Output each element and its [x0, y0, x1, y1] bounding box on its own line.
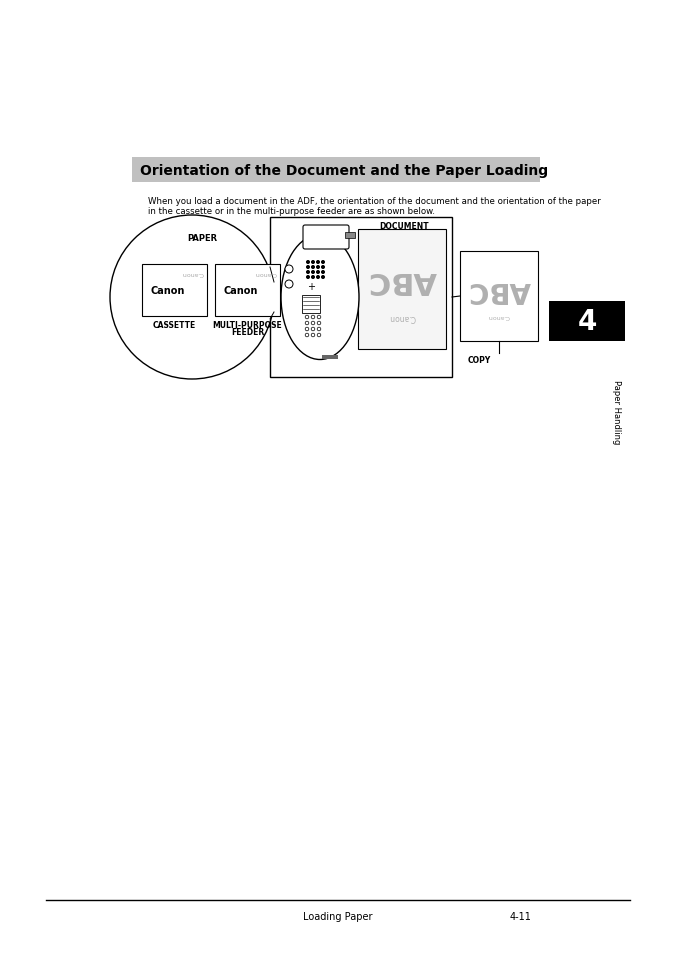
Text: 4-11: 4-11 [510, 911, 532, 921]
Text: 4: 4 [577, 308, 597, 335]
Text: Paper Handling: Paper Handling [612, 379, 622, 444]
Circle shape [317, 276, 319, 279]
Circle shape [317, 334, 321, 337]
Circle shape [317, 272, 319, 274]
Text: COPY: COPY [468, 355, 491, 365]
Text: When you load a document in the ADF, the orientation of the document and the ori: When you load a document in the ADF, the… [148, 196, 601, 206]
Text: C.anon: C.anon [182, 271, 204, 275]
Circle shape [110, 215, 274, 379]
Circle shape [317, 328, 321, 332]
Text: CASSETTE: CASSETTE [153, 320, 196, 330]
FancyBboxPatch shape [303, 226, 349, 250]
Circle shape [305, 315, 308, 319]
Text: C.anon: C.anon [488, 314, 510, 319]
Circle shape [311, 334, 315, 337]
Circle shape [317, 322, 321, 326]
Text: ABC: ABC [468, 275, 531, 303]
Circle shape [311, 315, 315, 319]
Bar [322, 355, 338, 359]
Circle shape [311, 328, 315, 332]
Circle shape [305, 322, 308, 326]
Bar [460, 252, 538, 341]
Circle shape [306, 261, 309, 264]
Bar [302, 295, 320, 314]
Circle shape [285, 281, 293, 289]
Text: PAPER: PAPER [187, 233, 217, 243]
Text: in the cassette or in the multi-purpose feeder are as shown below.: in the cassette or in the multi-purpose … [148, 207, 435, 215]
Text: C.anon: C.anon [389, 313, 415, 322]
Text: MULTI-PURPOSE: MULTI-PURPOSE [213, 320, 282, 330]
Circle shape [317, 261, 319, 264]
Circle shape [306, 272, 309, 274]
Circle shape [311, 322, 315, 326]
Text: DOCUMENT: DOCUMENT [379, 222, 429, 231]
Text: +: + [307, 282, 315, 292]
Circle shape [317, 315, 321, 319]
Bar [549, 302, 625, 341]
Circle shape [305, 328, 308, 332]
Text: ABC: ABC [367, 266, 437, 294]
Circle shape [285, 266, 293, 274]
Bar [270, 218, 452, 377]
Circle shape [312, 261, 315, 264]
Text: Canon: Canon [223, 286, 257, 295]
Circle shape [322, 272, 324, 274]
Text: Canon: Canon [150, 286, 184, 295]
Ellipse shape [281, 235, 359, 360]
Bar [132, 158, 540, 183]
Circle shape [305, 334, 308, 337]
Bar [215, 265, 280, 316]
Circle shape [317, 267, 319, 269]
Bar [142, 265, 207, 316]
Circle shape [306, 267, 309, 269]
Bar [345, 233, 355, 239]
Circle shape [312, 267, 315, 269]
Circle shape [306, 276, 309, 279]
Circle shape [312, 272, 315, 274]
Text: FEEDER: FEEDER [231, 328, 264, 336]
Bar [358, 230, 446, 350]
Circle shape [322, 276, 324, 279]
Text: Orientation of the Document and the Paper Loading: Orientation of the Document and the Pape… [140, 163, 548, 177]
Circle shape [312, 276, 315, 279]
Circle shape [322, 261, 324, 264]
Text: Loading Paper: Loading Paper [303, 911, 373, 921]
Text: C.anon: C.anon [255, 271, 277, 275]
Circle shape [322, 267, 324, 269]
